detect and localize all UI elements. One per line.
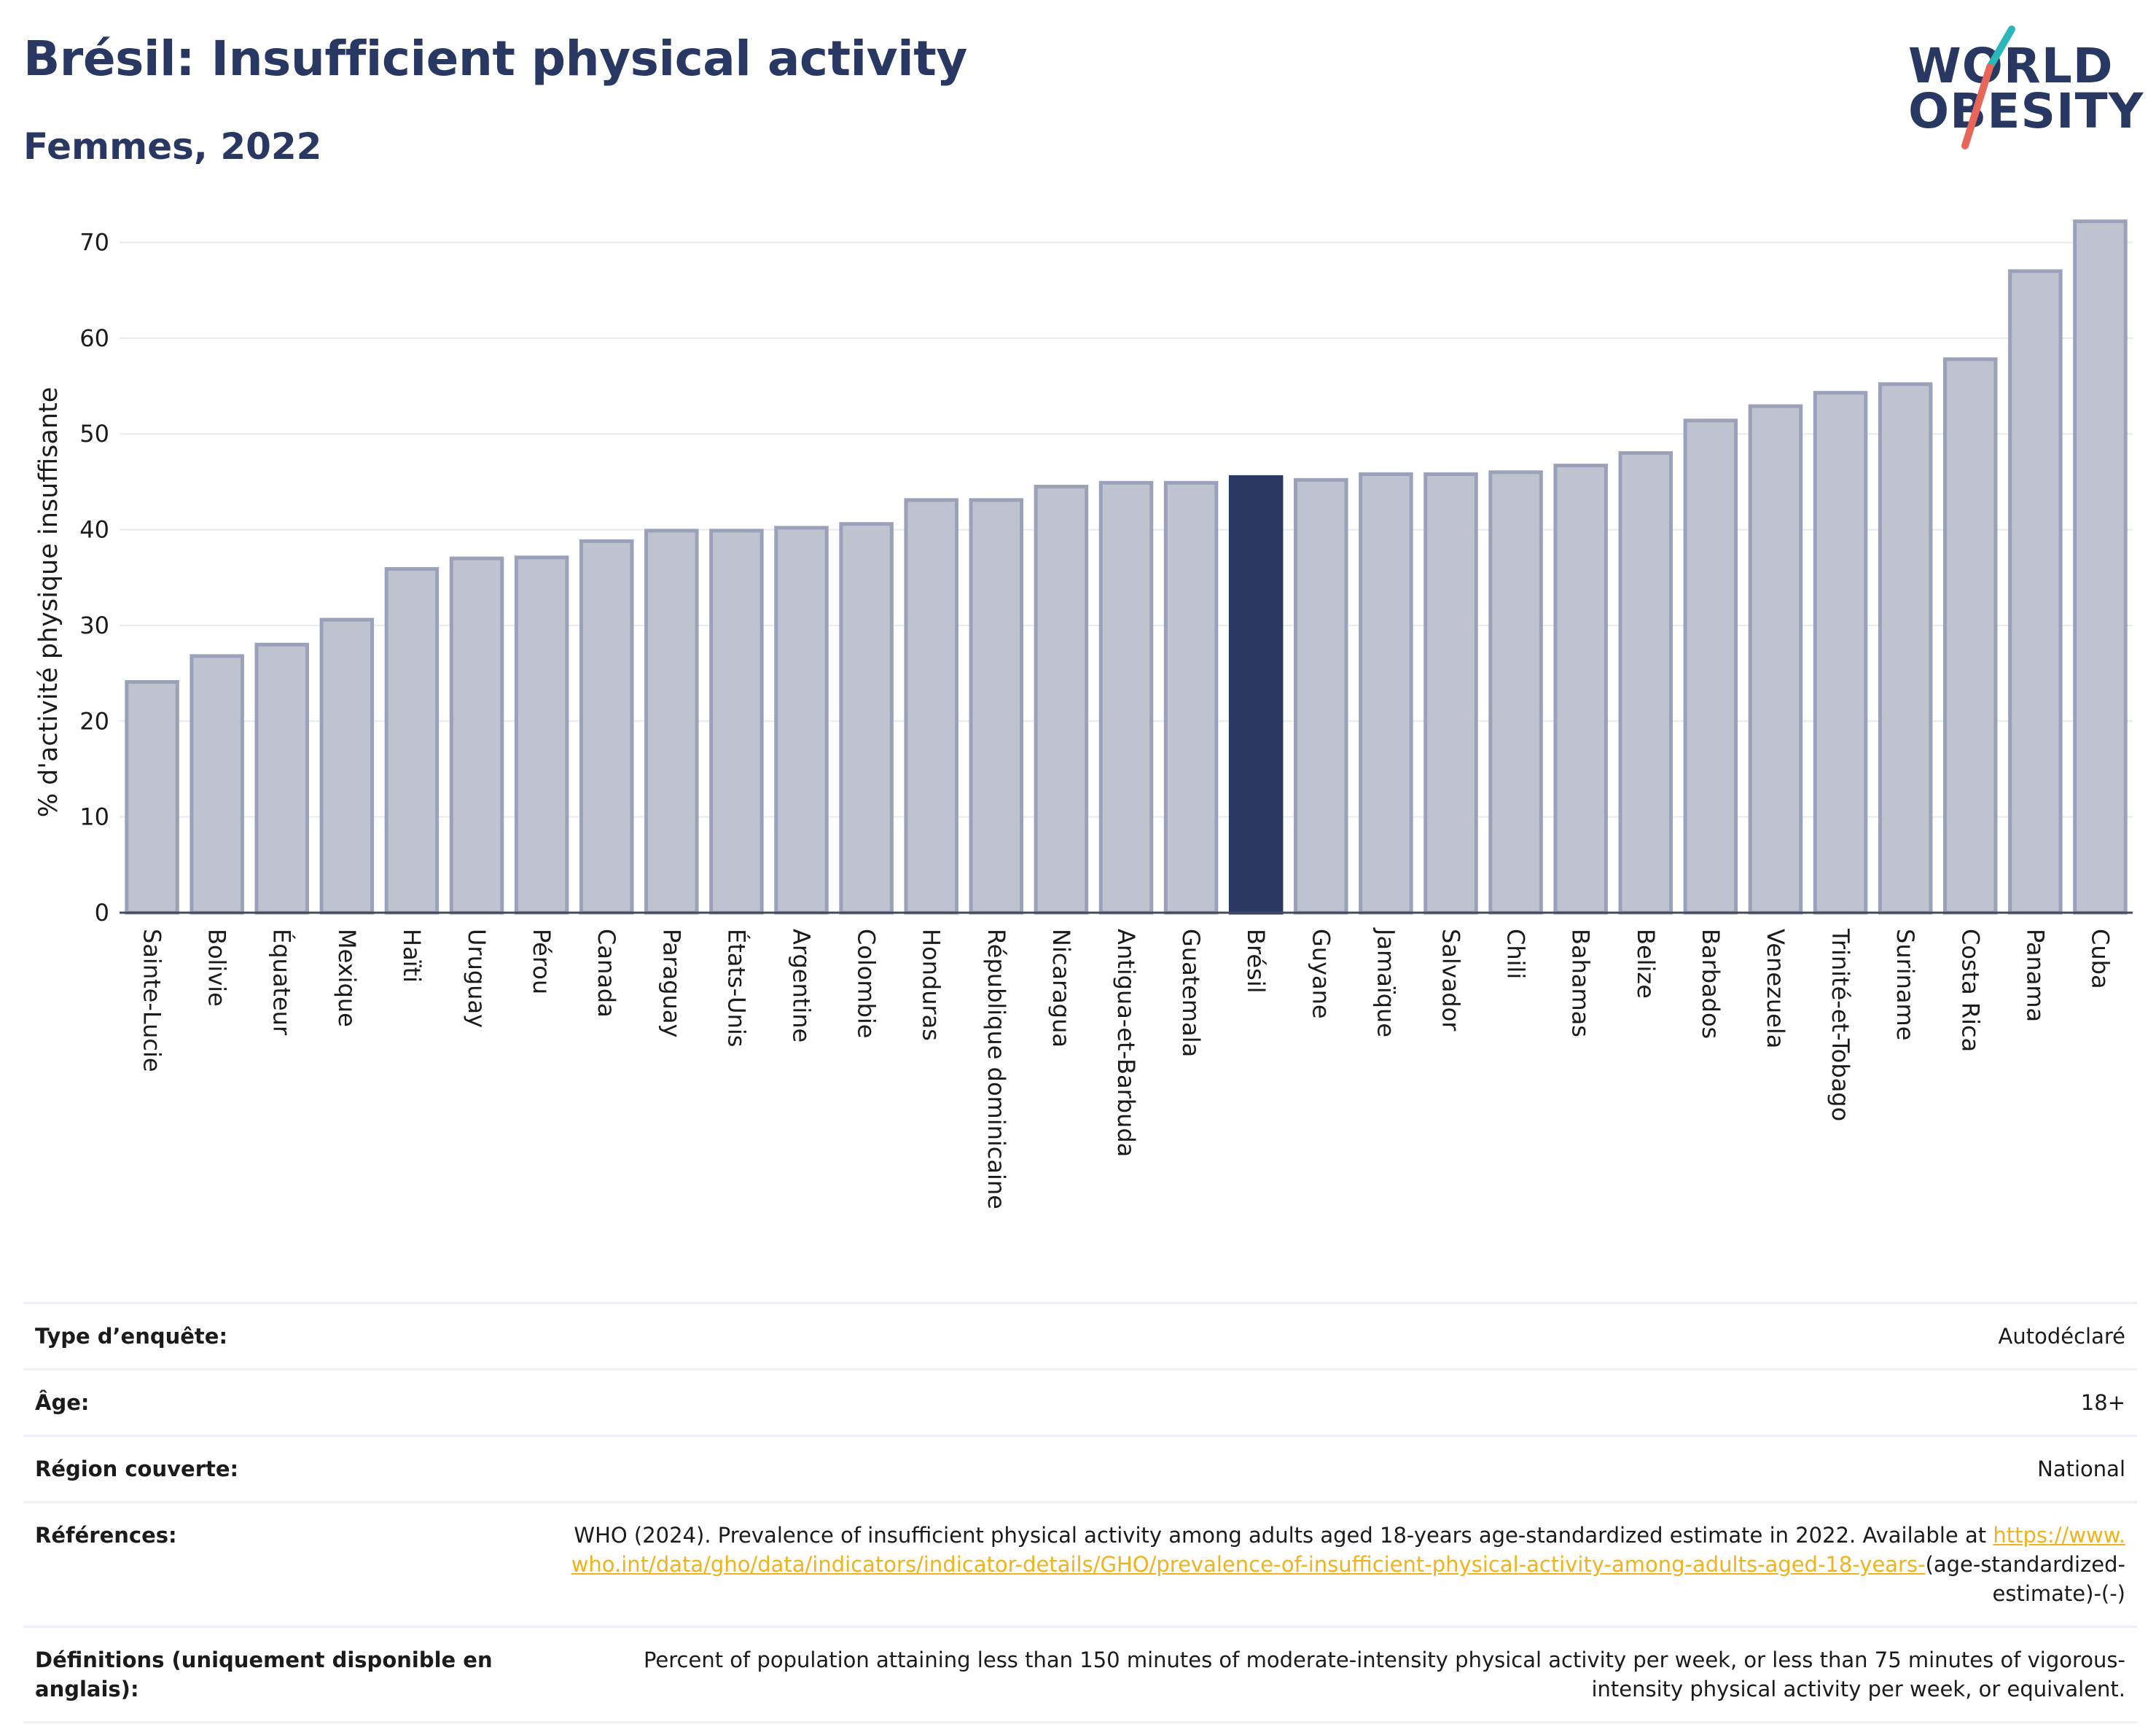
bar: [709, 529, 764, 915]
bar: [1294, 477, 1348, 915]
metadata-table: Type d’enquête: Autodéclaré Âge: 18+ Rég…: [23, 1302, 2137, 1723]
x-tick-label: Nicaragua: [1047, 929, 1075, 1048]
bar: [1813, 391, 1868, 915]
references-suffix: (age-standardized-estimate)-(-): [1925, 1552, 2125, 1606]
x-tick-label: Trinité-et-Tobago: [1827, 928, 1854, 1121]
bar: [579, 539, 634, 915]
x-tick-label: États-Unis: [722, 929, 750, 1047]
x-tick-label: Brésil: [1242, 929, 1270, 994]
bar: [1163, 480, 1219, 915]
logo-line-1: WORLD: [1908, 38, 2114, 94]
meta-row-survey: Type d’enquête: Autodéclaré: [23, 1303, 2137, 1370]
bar: [2008, 269, 2063, 915]
meta-row-definitions: Définitions (uniquement disponible en an…: [23, 1626, 2137, 1723]
bar: [1034, 484, 1089, 915]
bar: [514, 555, 569, 915]
x-tick-label: Uruguay: [463, 929, 491, 1028]
x-tick-label: Costa Rica: [1956, 929, 1984, 1052]
x-tick-label: Suriname: [1891, 929, 1919, 1040]
bar: [1943, 357, 1998, 915]
y-axis-title: % d'activité physique insuffisante: [34, 387, 63, 818]
y-tick-label: 20: [79, 707, 109, 735]
y-tick-label: 50: [79, 420, 109, 448]
x-tick-label: Argentine: [788, 929, 816, 1042]
x-tick-label: Bahamas: [1567, 929, 1595, 1037]
x-tick-label: Pérou: [528, 929, 555, 994]
x-tick-label: Haïti: [398, 929, 426, 983]
references-label: Références:: [35, 1523, 177, 1548]
x-tick-label: Honduras: [918, 929, 945, 1041]
page-subtitle: Femmes, 2022: [23, 125, 322, 168]
x-tick-label: Antigua-et-Barbuda: [1112, 929, 1140, 1157]
bar: [1488, 470, 1543, 915]
bar: [774, 526, 829, 915]
bar: [1359, 472, 1413, 915]
bar: [839, 522, 894, 915]
bar: [384, 566, 440, 915]
region-label: Région couverte:: [35, 1457, 239, 1481]
logo-slash-icon: [1961, 26, 2015, 149]
definitions-label: Définitions (uniquement disponible en an…: [35, 1648, 493, 1701]
bar: [125, 679, 179, 915]
references-link[interactable]: https://www.who.int/data/gho/data/indica…: [571, 1523, 2125, 1577]
x-tick-label: Paraguay: [657, 929, 685, 1037]
x-tick-label: Barbados: [1697, 929, 1725, 1039]
survey-value: Autodéclaré: [1998, 1324, 2125, 1349]
y-tick-label: 10: [79, 803, 109, 831]
bar: [904, 498, 958, 915]
age-label: Âge:: [35, 1390, 90, 1415]
x-tick-label: Mexique: [333, 929, 361, 1027]
x-tick-label: Belize: [1632, 929, 1660, 999]
x-tick-label: Cuba: [2086, 929, 2114, 989]
bar: [319, 617, 375, 915]
bar: [969, 498, 1024, 915]
bar: [190, 654, 244, 915]
x-tick-label: Panama: [2021, 929, 2049, 1022]
page-title: Brésil: Insufficient physical activity: [23, 31, 967, 87]
bar: [254, 642, 309, 915]
bar-chart: 0 10 20 30 40 50 60 70 % d'activité physique ins…: [34, 219, 2133, 1209]
y-tick-label: 70: [79, 229, 109, 257]
x-tick-label: Guatemala: [1177, 929, 1205, 1057]
bar: [449, 556, 504, 915]
references-text: WHO (2024). Prevalence of insufficient p…: [574, 1523, 1987, 1548]
bar: [1553, 464, 1608, 915]
bar: [1748, 404, 1803, 915]
logo-line-2: OBESITY: [1908, 83, 2144, 139]
survey-label: Type d’enquête:: [35, 1324, 228, 1349]
bar: [1098, 480, 1154, 915]
x-tick-label: Canada: [593, 929, 620, 1018]
definitions-value: Percent of population attaining less tha…: [643, 1648, 2125, 1701]
x-tick-label: Sainte-Lucie: [138, 929, 166, 1072]
x-tick-label: Équateur: [268, 929, 296, 1036]
x-tick-label: Bolivie: [203, 929, 231, 1007]
meta-row-age: Âge: 18+: [23, 1369, 2137, 1436]
references-value: WHO (2024). Prevalence of insufficient p…: [557, 1502, 2137, 1627]
meta-row-references: Références: WHO (2024). Prevalence of in…: [23, 1502, 2137, 1627]
bar: [1423, 472, 1478, 915]
bar: [2073, 219, 2128, 915]
x-tick-label: République dominicaine: [983, 929, 1010, 1209]
y-tick-label: 40: [79, 516, 109, 544]
bar: [644, 529, 699, 915]
bar: [1878, 382, 1933, 915]
y-tick-label: 60: [79, 324, 109, 352]
meta-row-region: Région couverte: National: [23, 1435, 2137, 1502]
age-value: 18+: [2080, 1390, 2125, 1415]
x-tick-label: Salvador: [1437, 929, 1464, 1032]
x-tick-label: Venezuela: [1762, 929, 1789, 1048]
bar: [1683, 418, 1738, 915]
bar: [1228, 475, 1284, 915]
y-tick-label: 0: [95, 899, 109, 927]
y-tick-label: 30: [79, 612, 109, 639]
x-tick-label: Chili: [1502, 929, 1530, 979]
region-value: National: [2037, 1457, 2125, 1481]
bar: [1618, 451, 1673, 915]
x-tick-label: Guyane: [1307, 929, 1335, 1019]
x-tick-label: Colombie: [853, 929, 880, 1038]
x-tick-label: Jamaïque: [1372, 927, 1399, 1037]
